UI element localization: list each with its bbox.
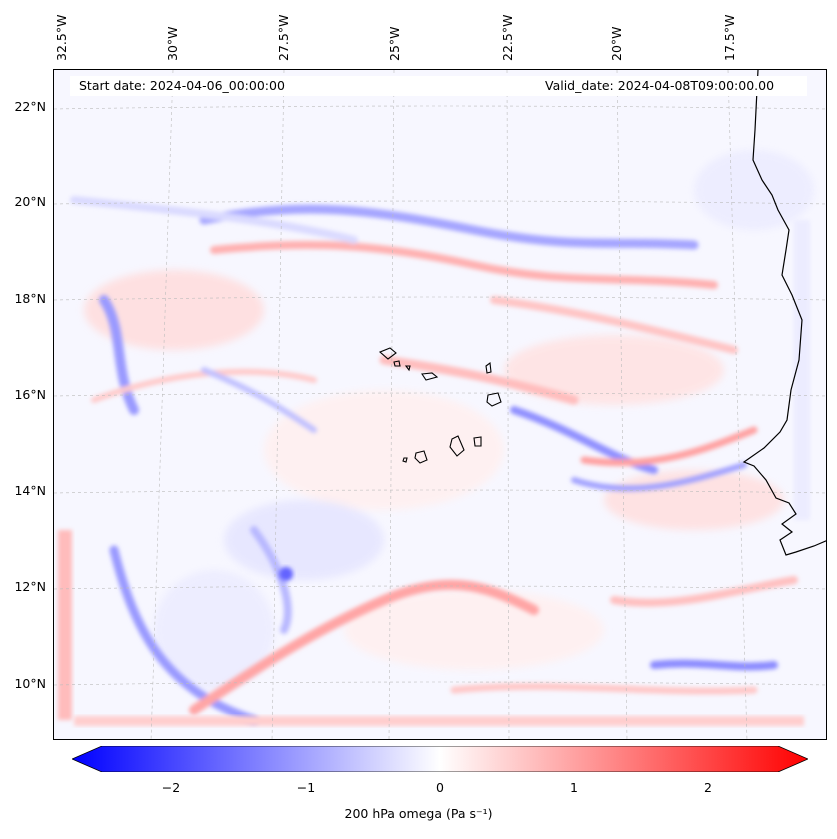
graticule: [54, 70, 826, 739]
omega-field: [54, 70, 826, 739]
colorbar: [72, 746, 808, 772]
lat-label-20n: 20°N: [14, 194, 46, 209]
lon-label-25w: 25°W: [387, 26, 402, 61]
edge-artifact-right: [794, 220, 810, 520]
lon-label-30w: 30°W: [165, 26, 180, 61]
strong-updraft-spot: [279, 567, 293, 581]
bands: [70, 196, 798, 725]
colorbar-label: 200 hPa omega (Pa s⁻¹): [344, 806, 493, 821]
lat-label-18n: 18°N: [14, 291, 46, 306]
lat-label-12n: 12°N: [14, 579, 46, 594]
edge-artifact-left: [58, 530, 72, 720]
lat-label-16n: 16°N: [14, 387, 46, 402]
header-band: [70, 76, 807, 96]
map-panel[interactable]: [53, 69, 827, 740]
edge-artifact-bottom: [74, 716, 804, 726]
lon-label-20w: 20°W: [609, 26, 624, 61]
start-date-text: Start date: 2024-04-06_00:00:00: [79, 78, 285, 93]
lat-label-14n: 14°N: [14, 483, 46, 498]
lon-label-27-5w: 27.5°W: [276, 14, 291, 61]
colorbar-tick-neg2: −2: [161, 780, 181, 795]
lon-label-32-5w: 32.5°W: [54, 14, 69, 61]
cape-verde-islands: [378, 347, 502, 464]
lat-label-22n: 22°N: [14, 99, 46, 114]
colorbar-tick-1: 1: [570, 780, 578, 795]
lon-label-17-5w: 17.5°W: [722, 14, 737, 61]
lon-label-22-5w: 22.5°W: [500, 14, 515, 61]
lat-label-10n: 10°N: [14, 676, 46, 691]
colorbar-tick-neg1: −1: [296, 780, 316, 795]
valid-date-text: Valid_date: 2024-04-08T09:00:00.00: [545, 78, 775, 93]
africa-coastline: [742, 70, 826, 556]
colorbar-tick-0: 0: [436, 780, 444, 795]
colorbar-tick-2: 2: [704, 780, 712, 795]
colorbar-body: [72, 746, 808, 772]
